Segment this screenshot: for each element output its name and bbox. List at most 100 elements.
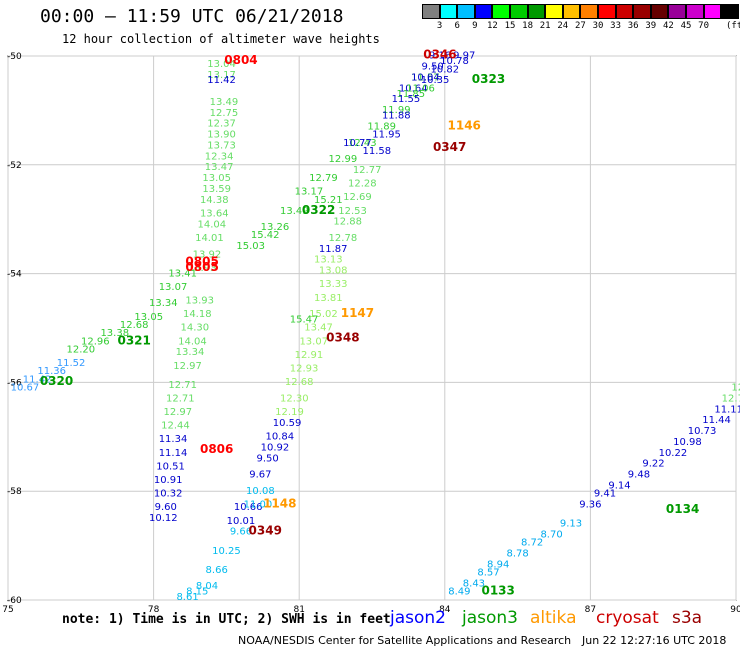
data-point-label: 10.01 [227, 516, 256, 527]
data-point-label: 8.57 [477, 568, 499, 579]
colorbar-swatch [703, 4, 722, 19]
data-point-label: 9.36 [579, 500, 601, 511]
legend-item: altika [530, 608, 577, 628]
colorbar-label: 9 [472, 21, 478, 31]
data-point-label: 10.77 [343, 138, 372, 149]
data-point-label: 12.37 [207, 119, 236, 130]
chart-title: 00:00 – 11:59 UTC 06/21/2018 [40, 6, 344, 27]
data-point-label: 11.89 [367, 121, 396, 132]
time-annotation: 0349 [249, 524, 282, 538]
time-annotation: 1148 [263, 497, 296, 511]
colorbar-swatch [474, 4, 493, 19]
data-point-label: 15.03 [236, 241, 265, 252]
colorbar-labels: 3 6 9 12 15 18 21 24 27 30 33 36 39 42 45 70 [422, 21, 740, 33]
colorbar-label: 24 [557, 21, 569, 31]
data-point-label: 11.58 [363, 146, 392, 157]
data-point-label: 9.16 [429, 51, 451, 62]
data-point-label: 9.22 [642, 459, 664, 470]
data-point-label: 9.66 [230, 527, 252, 538]
data-point-label: 12.68 [120, 320, 149, 331]
data-point-label: 13.05 [202, 173, 231, 184]
data-point-label: 11.95 [372, 130, 401, 141]
data-point-label: 12.20 [66, 344, 95, 355]
x-tick-label: 87 [585, 605, 596, 615]
data-point-label: 9.50 [257, 453, 279, 464]
data-point-label: 12.30 [280, 393, 309, 404]
data-point-label: 11.14 [159, 448, 188, 459]
data-point-label: 13.49 [280, 206, 309, 217]
data-point-label: 11.57 [411, 72, 440, 83]
colorbar-swatch [509, 4, 528, 19]
data-point-label: 10.91 [154, 475, 183, 486]
colorbar-label: 12 [486, 21, 498, 31]
data-point-label: 8.61 [176, 592, 198, 603]
data-point-label: 13.07 [299, 336, 328, 347]
data-point-label: 10.67 [11, 383, 40, 394]
data-point-label: 10.92 [261, 442, 290, 453]
x-tick-label: 81 [293, 605, 304, 615]
colorbar-label: 6 [454, 21, 460, 31]
data-point-label: 9.13 [560, 519, 582, 530]
colorbar-swatch [439, 4, 458, 19]
data-point-label: 12.97 [164, 407, 193, 418]
colorbar-swatch [685, 4, 704, 19]
colorbar-label: 30 [592, 21, 604, 31]
data-point-label: 8.43 [463, 578, 485, 589]
data-point-label: 15.02 [309, 309, 338, 320]
data-point-label: 12.43 [348, 138, 377, 149]
data-point-label: 9.67 [249, 470, 271, 481]
x-tick-label: 84 [439, 605, 451, 615]
time-annotation: 0322 [302, 203, 335, 217]
colorbar-swatch [457, 4, 475, 19]
data-point-label: 13.04 [207, 59, 236, 70]
data-point-label: 13.93 [185, 296, 214, 307]
data-point-label: 10.64 [399, 83, 428, 94]
legend-item: cryosat [596, 608, 659, 628]
data-point-label: 15.42 [251, 230, 280, 241]
data-point-label: 11.11 [714, 404, 740, 415]
colorbar-swatch [580, 4, 598, 19]
data-point-label: 12.99 [329, 154, 358, 165]
data-point-label: 13.34 [149, 298, 178, 309]
data-point-label: 13.34 [176, 347, 205, 358]
x-tick-label: 90 [730, 605, 740, 615]
y-tick-label: -52 [7, 161, 22, 171]
colorbar-swatch [633, 4, 651, 19]
data-point-label: 13.38 [100, 328, 129, 339]
data-point-label: 13.92 [193, 249, 222, 260]
data-point-label: 9.97 [453, 51, 475, 62]
time-annotation: 0348 [326, 331, 359, 345]
time-annotation: 0804 [224, 53, 257, 67]
data-point-label: 13.93 [188, 263, 217, 274]
data-point-label: 13.08 [319, 266, 348, 277]
time-annotation: 0347 [433, 140, 466, 154]
data-point-label: 12.52 [731, 383, 740, 394]
time-annotation: 0806 [200, 442, 233, 456]
data-point-label: 10.66 [234, 502, 263, 513]
colorbar-label: 3 [436, 21, 443, 31]
data-point-label: 8.94 [487, 559, 509, 570]
data-point-label: 10.78 [440, 56, 469, 67]
colorbar-label: 18 [522, 21, 534, 31]
colorbar-label: 45 [680, 21, 692, 31]
data-point-label: 13.05 [134, 312, 163, 323]
data-point-label: 8.15 [186, 587, 208, 598]
data-point-label: 10.98 [673, 437, 702, 448]
legend-item: s3a [672, 608, 703, 628]
data-point-label: 13.81 [314, 293, 343, 304]
data-point-label: 10.08 [246, 486, 275, 497]
data-point-label: 14.30 [181, 323, 210, 334]
footer-credit: NOAA/NESDIS Center for Satellite Applica… [238, 634, 572, 647]
data-point-label: 10.32 [154, 489, 183, 500]
data-point-label: 11.99 [382, 105, 411, 116]
data-point-label: 11.44 [702, 415, 731, 426]
data-point-label: 13.13 [314, 255, 343, 266]
data-point-label: 8.78 [506, 548, 528, 559]
data-point-label: 11.42 [23, 374, 52, 385]
colorbar-swatch [545, 4, 563, 19]
data-point-label: 14.18 [183, 309, 212, 320]
data-point-label: 14.01 [195, 233, 224, 244]
data-point-label: 9.50 [422, 62, 444, 73]
data-point-label: 12.69 [343, 192, 372, 203]
